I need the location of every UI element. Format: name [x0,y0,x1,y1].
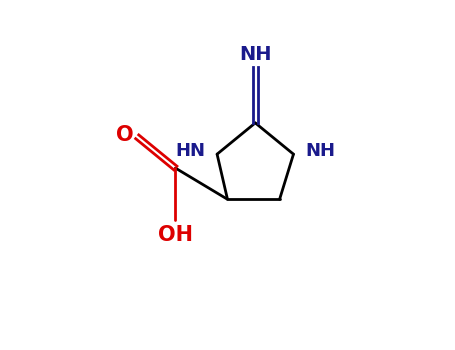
Text: OH: OH [158,225,193,245]
Text: O: O [116,125,134,145]
Text: NH: NH [239,45,272,64]
Text: HN: HN [175,142,205,160]
Text: NH: NH [306,142,336,160]
